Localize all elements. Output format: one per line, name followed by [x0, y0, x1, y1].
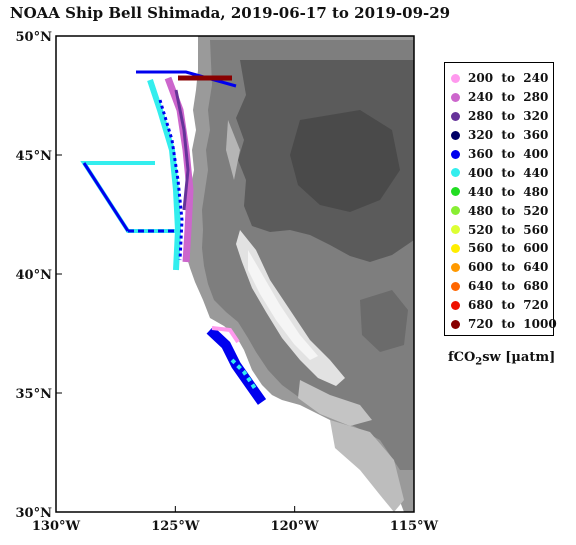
lat-tick-label: 45°N	[16, 149, 53, 164]
cruise-track	[80, 70, 267, 405]
legend-swatch	[451, 262, 460, 272]
legend-swatch	[451, 300, 460, 310]
legend-item: 440 to 480	[445, 182, 553, 201]
legend-swatch	[451, 319, 460, 329]
legend-item-label: 640 to 680	[468, 279, 549, 294]
legend-item: 640 to 680	[445, 277, 553, 296]
map-title: NOAA Ship Bell Shimada, 2019-06-17 to 20…	[9, 4, 451, 22]
legend-swatch	[451, 130, 460, 140]
legend-swatch	[451, 187, 460, 197]
legend-swatch	[451, 243, 460, 253]
legend-swatch	[451, 281, 460, 291]
legend-item-label: 240 to 280	[468, 90, 549, 105]
legend-item: 680 to 720	[445, 296, 553, 315]
legend-item: 400 to 440	[445, 163, 553, 182]
latitude-axis: 30°N 35°N 40°N 45°N 50°N	[16, 30, 62, 521]
lon-tick-label: 120°W	[271, 519, 320, 534]
legend-item-label: 560 to 600	[468, 241, 549, 256]
legend-swatch	[451, 111, 460, 121]
legend-item: 280 to 320	[445, 107, 553, 126]
land-topography	[186, 36, 414, 512]
longitude-axis: 130°W 125°W 120°W 115°W	[32, 506, 439, 534]
legend-item: 600 to 640	[445, 258, 553, 277]
legend-item: 200 to 240	[445, 69, 553, 88]
lat-tick-label: 40°N	[16, 268, 53, 283]
legend-item-label: 600 to 640	[468, 260, 549, 275]
lon-tick-label: 115°W	[390, 519, 439, 534]
legend-item-label: 200 to 240	[468, 71, 549, 86]
lat-tick-label: 50°N	[16, 30, 53, 45]
lat-tick-label: 35°N	[16, 387, 53, 402]
lon-tick-label: 130°W	[32, 519, 81, 534]
legend-item-label: 720 to 1000	[468, 317, 557, 332]
legend-item-label: 280 to 320	[468, 109, 549, 124]
legend-item: 320 to 360	[445, 126, 553, 145]
legend-item: 360 to 400	[445, 145, 553, 164]
legend: 200 to 240 240 to 280 280 to 320 320 to 360…	[444, 62, 557, 336]
legend-item-label: 680 to 720	[468, 298, 549, 313]
legend-swatch	[451, 206, 460, 216]
legend-item-label: 520 to 560	[468, 222, 549, 237]
lon-tick-label: 125°W	[151, 519, 200, 534]
legend-item: 240 to 280	[445, 88, 553, 107]
legend-item: 520 to 560	[445, 220, 553, 239]
legend-swatch	[451, 149, 460, 159]
legend-swatch	[451, 92, 460, 102]
legend-swatch	[451, 73, 460, 83]
legend-item-label: 360 to 400	[468, 147, 549, 161]
map-plot-area	[56, 36, 414, 512]
legend-item-label: 440 to 480	[468, 184, 549, 199]
legend-unit-label: fCO2sw [µatm]	[448, 350, 556, 368]
lat-tick-label: 30°N	[16, 506, 53, 521]
legend-item-label: 480 to 520	[468, 203, 549, 218]
legend-item: 480 to 520	[445, 201, 553, 220]
legend-swatch	[451, 168, 460, 178]
legend-item: 720 to 1000	[445, 315, 557, 334]
legend-item-label: 320 to 360	[468, 128, 549, 143]
legend-swatch	[451, 225, 460, 235]
legend-item-label: 400 to 440	[468, 165, 549, 180]
legend-item: 560 to 600	[445, 239, 553, 258]
